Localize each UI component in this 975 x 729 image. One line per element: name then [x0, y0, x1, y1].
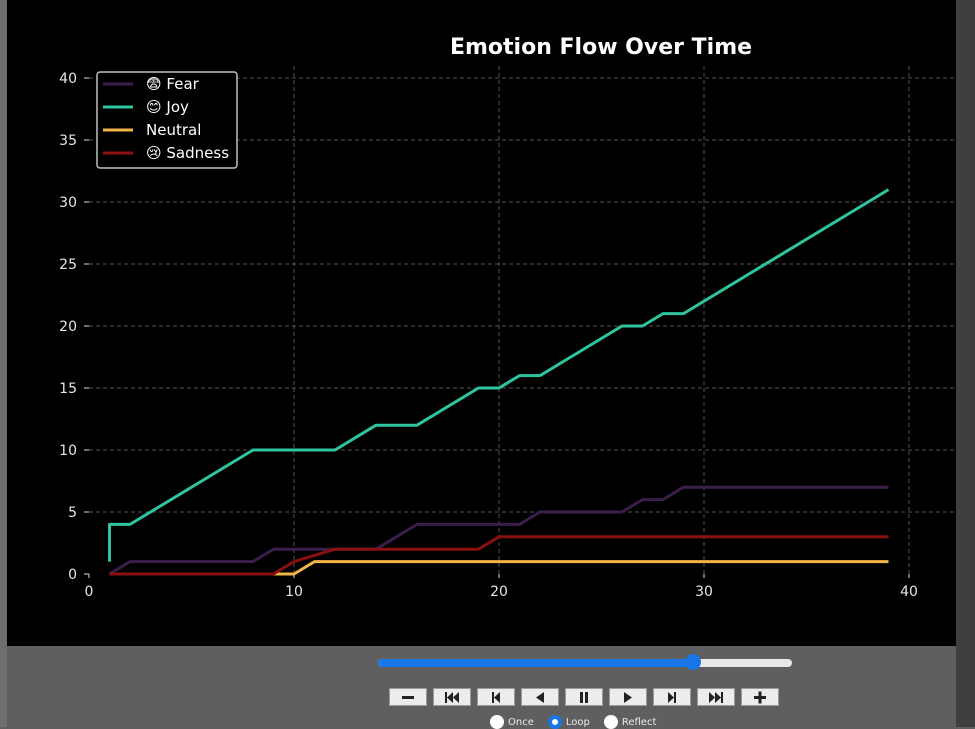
x-tick-label: 20 — [490, 584, 508, 600]
slider-fill — [378, 659, 693, 667]
radio-dot[interactable] — [490, 715, 504, 729]
left-edge — [0, 0, 7, 727]
legend-label: 😨 Fear — [146, 75, 200, 93]
y-tick-label: 15 — [59, 381, 77, 397]
series-lines — [108, 188, 890, 576]
y-tick-label: 10 — [59, 443, 77, 459]
radio-label: Once — [508, 716, 534, 728]
legend-label: 😊 Joy — [146, 98, 189, 116]
y-tick-label: 30 — [59, 195, 77, 211]
x-tick-label: 10 — [285, 584, 303, 600]
first-frame-button[interactable] — [433, 688, 471, 706]
slider-thumb[interactable] — [684, 654, 701, 670]
frame-slider[interactable] — [378, 654, 792, 670]
radio-reflect[interactable]: Reflect — [603, 715, 657, 729]
y-tick-label: 5 — [68, 505, 77, 521]
play-button[interactable] — [609, 688, 647, 706]
step-forward-icon — [663, 689, 681, 706]
plus-icon — [751, 689, 769, 706]
skip-start-icon — [443, 689, 461, 706]
pause-icon — [575, 689, 593, 706]
step-forward-button[interactable] — [653, 688, 691, 706]
series-line-3 — [109, 535, 889, 576]
series-line-0 — [108, 485, 889, 576]
step-back-button[interactable] — [477, 688, 515, 706]
x-tick-label: 30 — [695, 584, 713, 600]
grid — [89, 66, 956, 574]
axes: 0 10 20 30 40 0 5 10 15 20 25 30 35 40 — [59, 71, 918, 600]
legend-box — [96, 71, 238, 169]
last-frame-button[interactable] — [697, 688, 735, 706]
chart-figure: Emotion Flow Over Time 0 10 20 30 40 0 5 10 15 20… — [7, 0, 956, 646]
play-icon — [619, 689, 637, 706]
zoom-in-button[interactable] — [741, 688, 779, 706]
radio-once[interactable]: Once — [490, 715, 534, 729]
y-tick-label: 25 — [59, 257, 77, 273]
y-tick-label: 0 — [68, 567, 77, 583]
pause-button[interactable] — [565, 688, 603, 706]
y-tick-label: 40 — [59, 71, 77, 87]
legend: 😨 Fear 😊 Joy Neutral 😢 Sadness — [96, 71, 238, 169]
zoom-out-button[interactable] — [389, 688, 427, 706]
radio-label: Loop — [565, 716, 590, 728]
y-tick-label: 20 — [59, 319, 77, 335]
y-tick-label: 35 — [59, 133, 77, 149]
minus-icon — [399, 689, 417, 706]
series-line-1 — [108, 188, 890, 562]
radio-label: Reflect — [621, 716, 657, 728]
play-reverse-button[interactable] — [521, 688, 559, 706]
skip-end-icon — [707, 689, 725, 706]
chart-title: Emotion Flow Over Time — [450, 35, 752, 60]
x-tick-label: 0 — [85, 584, 94, 600]
chart-canvas: Emotion Flow Over Time 0 10 20 30 40 0 5 10 15 20… — [59, 35, 956, 600]
radio-dot[interactable] — [603, 715, 618, 729]
right-edge — [956, 0, 975, 727]
play-reverse-icon — [531, 689, 549, 706]
step-back-icon — [487, 689, 505, 706]
legend-label: 😢 Sadness — [146, 144, 229, 162]
x-tick-label: 40 — [900, 584, 918, 600]
legend-label: Neutral — [146, 121, 201, 139]
